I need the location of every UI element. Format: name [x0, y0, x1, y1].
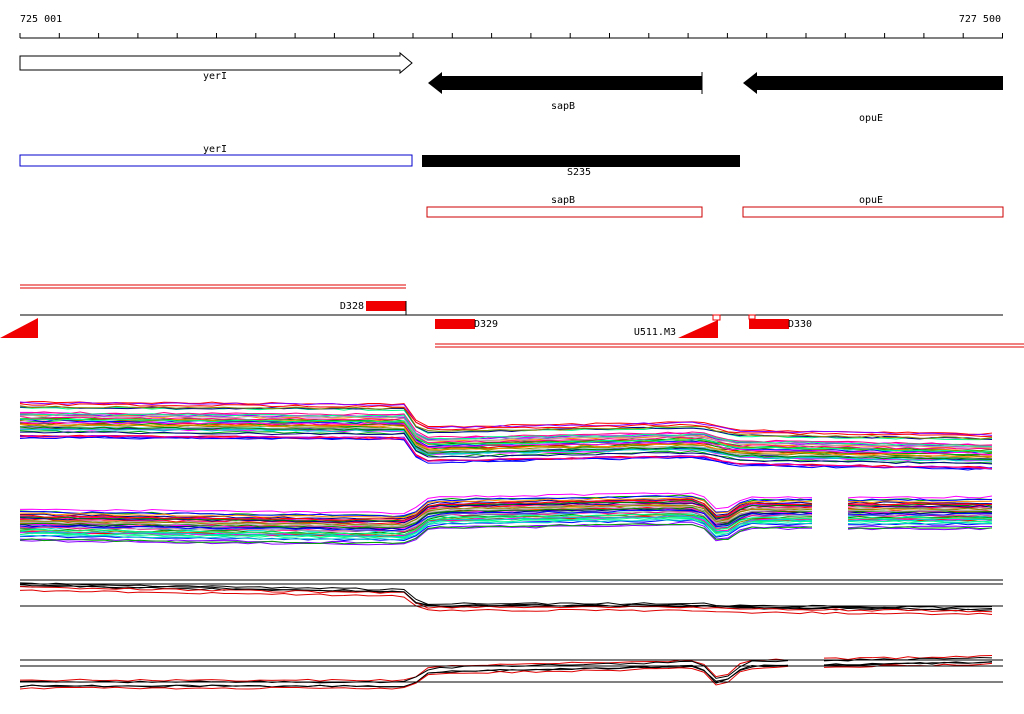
profile-line	[847, 525, 993, 529]
probe-track: D328 D329 U511.M3 D330	[0, 284, 1024, 348]
profile-line	[19, 421, 993, 456]
profile-line	[19, 583, 993, 611]
profile-line	[19, 418, 993, 453]
profile-line	[19, 515, 813, 538]
profile-line	[19, 423, 993, 458]
probe-marker	[748, 314, 756, 320]
profile-line	[847, 503, 993, 506]
profile-line	[19, 416, 993, 450]
profile-line	[19, 435, 993, 470]
probe-label: U511.M3	[634, 327, 676, 338]
profile-line	[19, 405, 993, 440]
profile-line	[19, 523, 813, 545]
ruler-end: 727 500	[959, 14, 1001, 25]
probe-triangle	[0, 318, 38, 338]
profile-line	[847, 500, 993, 504]
profile-line	[19, 511, 813, 533]
probe-label: D328	[340, 301, 364, 312]
profile-line	[19, 513, 813, 536]
profile-line	[19, 431, 993, 465]
profile-line	[19, 401, 993, 436]
gene-arrow	[19, 51, 413, 75]
profile-line	[847, 527, 993, 531]
profile-line	[847, 522, 993, 525]
profile-line	[19, 502, 813, 524]
profile-line	[847, 522, 993, 526]
profile-line	[847, 498, 993, 502]
profile-line	[19, 509, 813, 532]
profile-line	[19, 403, 993, 438]
gene-label: sapB	[551, 101, 575, 112]
profile-line	[847, 512, 993, 516]
profile-line	[19, 412, 993, 447]
gene-label: yerI	[203, 71, 227, 82]
ruler-start: 725 001	[20, 14, 62, 25]
profile-line	[847, 502, 993, 506]
probe-marker	[712, 314, 721, 321]
gene-arrow	[743, 72, 1003, 94]
profile-line	[19, 504, 813, 527]
probe-label: D329	[474, 319, 498, 330]
feature-label: S235	[567, 167, 591, 178]
profile-line	[847, 526, 993, 529]
profile-line	[19, 426, 993, 461]
feature-box	[742, 206, 1004, 218]
feature-label: yerI	[203, 144, 227, 155]
profile-line	[19, 414, 993, 448]
feature-box	[19, 154, 413, 167]
profile-line	[847, 518, 993, 522]
feature-label: sapB	[551, 195, 575, 206]
profile-line	[847, 507, 993, 511]
profile-line	[19, 496, 813, 519]
expression-profiles	[19, 401, 1003, 690]
probe	[366, 301, 406, 311]
feature-box	[426, 206, 703, 218]
gene-label: opuE	[859, 113, 883, 124]
profile-line	[19, 586, 993, 613]
profile-line	[847, 503, 993, 507]
ruler: 725 001 727 500	[19, 14, 1003, 39]
feature-label: opuE	[859, 195, 883, 206]
profile-line	[19, 505, 813, 528]
probe-triangle	[678, 320, 718, 338]
probe	[435, 319, 475, 329]
profile-line	[19, 664, 789, 688]
profile-line	[847, 516, 993, 520]
profile-line	[19, 428, 993, 462]
gene-arrow	[428, 72, 702, 94]
feature-bar	[422, 155, 740, 167]
profile-line	[847, 508, 993, 512]
profile-line	[19, 500, 813, 522]
profile-line	[847, 495, 993, 499]
profile-line	[19, 495, 813, 518]
profile-line	[19, 589, 993, 616]
profile-line	[19, 406, 993, 440]
probe-label: D330	[788, 319, 812, 330]
profile-line	[847, 519, 993, 523]
profile-line	[19, 498, 813, 521]
profile-line	[19, 518, 813, 541]
profile-line	[19, 658, 789, 682]
profile-line	[847, 518, 993, 522]
profile-line	[19, 492, 813, 515]
profile-line	[19, 413, 993, 448]
profile-line	[19, 500, 813, 523]
probe	[749, 319, 789, 329]
profile-line	[19, 421, 993, 456]
profile-line	[19, 665, 789, 690]
profile-line	[823, 654, 993, 661]
profile-line	[823, 660, 993, 666]
profile-line	[19, 435, 993, 470]
